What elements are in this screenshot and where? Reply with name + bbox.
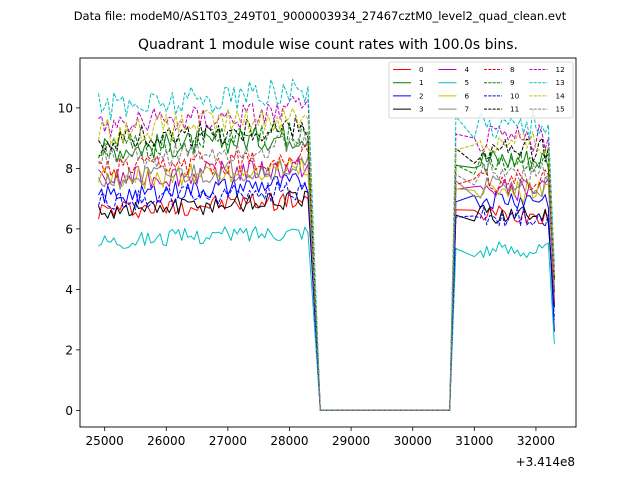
- series-line-14: [98, 107, 555, 411]
- x-tick-label: 30000: [394, 434, 432, 448]
- legend-label: 8: [510, 65, 515, 74]
- x-tick-label: 28000: [270, 434, 308, 448]
- chart-title: Quadrant 1 module wise count rates with …: [138, 37, 518, 53]
- legend-label: 13: [556, 78, 565, 87]
- y-tick-label: 4: [65, 283, 73, 297]
- x-tick-label: 31000: [455, 434, 493, 448]
- legend-box: [388, 61, 574, 119]
- legend-label: 4: [465, 65, 470, 74]
- x-tick-label: 29000: [332, 434, 370, 448]
- x-tick-label: 32000: [517, 434, 555, 448]
- series-line-11: [98, 114, 555, 411]
- y-tick-label: 8: [65, 162, 73, 176]
- plot-frame: [79, 57, 577, 428]
- series-line-10: [98, 180, 555, 411]
- series-line-8: [98, 145, 555, 411]
- x-axis: 25000 26000 27000 28000 29000 30000 31000 32000: [86, 427, 555, 448]
- legend-label: 6: [465, 91, 470, 100]
- y-tick-label: 6: [65, 222, 73, 236]
- legend-label: 1: [419, 78, 424, 87]
- legend-label: 12: [556, 65, 565, 74]
- legend-label: 3: [419, 105, 424, 114]
- series-line-9: [98, 122, 555, 411]
- series-line-1: [98, 126, 555, 411]
- y-tick-label: 2: [65, 343, 73, 357]
- legend-label: 11: [510, 105, 519, 114]
- legend-label: 14: [556, 91, 566, 100]
- legend-label: 0: [419, 65, 424, 74]
- x-tick-label: 27000: [209, 434, 247, 448]
- series-layer: [98, 78, 555, 411]
- series-line-2: [98, 173, 555, 411]
- x-tick-label: 26000: [147, 434, 185, 448]
- legend-label: 2: [419, 91, 424, 100]
- series-line-7: [98, 156, 555, 411]
- legend-label: 10: [510, 91, 520, 100]
- legend-label: 7: [465, 105, 470, 114]
- series-line-3: [98, 190, 555, 411]
- series-line-15: [98, 133, 555, 411]
- x-tick-label: 25000: [86, 434, 124, 448]
- y-tick-label: 0: [65, 404, 73, 418]
- chart-suptitle: Data file: modeM0/AS1T03_249T01_90000039…: [74, 9, 567, 23]
- legend-label: 9: [510, 78, 515, 87]
- legend-label: 15: [556, 105, 565, 114]
- legend-label: 5: [465, 78, 470, 87]
- y-axis: 0 2 4 6 8 10: [58, 101, 80, 418]
- series-line-12: [98, 95, 555, 411]
- series-line-5: [98, 226, 555, 411]
- y-tick-label: 10: [58, 101, 73, 115]
- series-line-6: [98, 156, 555, 411]
- x-offset-text: +3.414e8: [516, 455, 575, 469]
- series-line-13: [98, 78, 555, 411]
